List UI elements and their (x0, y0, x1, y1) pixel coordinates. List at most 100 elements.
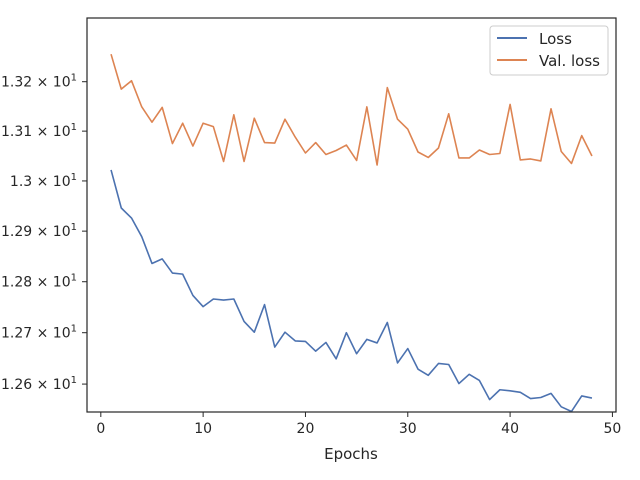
data-point-loss (468, 373, 470, 375)
data-point-val-loss (253, 117, 255, 119)
data-point-val-loss (222, 160, 224, 162)
data-point-loss (274, 346, 276, 348)
data-point-loss (417, 368, 419, 370)
data-point-loss (171, 272, 173, 274)
data-point-loss (407, 347, 409, 349)
data-point-val-loss (151, 121, 153, 123)
data-point-val-loss (181, 122, 183, 124)
data-point-val-loss (376, 164, 378, 166)
legend: Loss Val. loss (489, 25, 609, 76)
y-tick-label: 1.31 × 101 (1, 122, 77, 140)
data-point-loss (120, 207, 122, 209)
plot-lines (110, 53, 593, 413)
data-point-loss (325, 341, 327, 343)
data-point-val-loss (284, 118, 286, 120)
data-point-loss (509, 390, 511, 392)
data-point-val-loss (212, 125, 214, 127)
data-point-loss (355, 353, 357, 355)
y-tick-label: 1.32 × 101 (1, 73, 77, 91)
data-point-val-loss (570, 162, 572, 164)
data-point-loss (366, 338, 368, 340)
data-point-loss (488, 398, 490, 400)
data-point-val-loss (192, 145, 194, 147)
x-tick-label: 10 (194, 421, 212, 437)
data-point-loss (314, 350, 316, 352)
data-point-val-loss (529, 158, 531, 160)
data-point-val-loss (437, 147, 439, 149)
data-point-val-loss (304, 152, 306, 154)
data-point-val-loss (294, 136, 296, 138)
data-point-val-loss (407, 128, 409, 130)
data-point-loss (529, 397, 531, 399)
y-tick-label: 1.27 × 101 (1, 324, 77, 342)
data-point-loss (243, 320, 245, 322)
data-point-loss (427, 374, 429, 376)
data-point-val-loss (274, 142, 276, 144)
data-point-val-loss (202, 122, 204, 124)
series-line-loss (110, 169, 593, 413)
data-point-val-loss (335, 149, 337, 151)
data-point-val-loss (314, 141, 316, 143)
data-point-val-loss (243, 160, 245, 162)
data-point-loss (550, 392, 552, 394)
data-point-loss (499, 389, 501, 391)
x-tick-label: 0 (96, 421, 105, 437)
data-point-loss (110, 169, 112, 171)
data-point-val-loss (110, 53, 112, 55)
y-tick-label: 1.26 × 101 (1, 375, 77, 393)
data-point-val-loss (396, 118, 398, 120)
data-point-val-loss (263, 141, 265, 143)
data-point-loss (284, 331, 286, 333)
x-tick-label: 50 (604, 421, 622, 437)
data-point-loss (335, 358, 337, 360)
data-point-loss (212, 298, 214, 300)
data-point-val-loss (560, 150, 562, 152)
data-point-loss (581, 395, 583, 397)
x-axis: 0 10 20 30 40 50 (96, 412, 621, 437)
data-point-val-loss (488, 153, 490, 155)
data-point-val-loss (130, 80, 132, 82)
data-point-val-loss (355, 159, 357, 161)
data-point-val-loss (581, 134, 583, 136)
data-point-loss (181, 273, 183, 275)
data-point-loss (540, 396, 542, 398)
x-axis-label: Epochs (324, 445, 378, 463)
data-point-loss (263, 303, 265, 305)
data-point-loss (386, 321, 388, 323)
data-point-val-loss (141, 106, 143, 108)
y-axis: 1.26 × 101 1.27 × 101 1.28 × 101 1.29 × 101… (1, 73, 87, 393)
data-point-val-loss (550, 108, 552, 110)
data-point-loss (161, 258, 163, 260)
data-point-val-loss (366, 106, 368, 108)
data-point-val-loss (120, 88, 122, 90)
data-point-val-loss (345, 144, 347, 146)
data-point-loss (448, 363, 450, 365)
data-point-loss (253, 331, 255, 333)
data-point-loss (376, 342, 378, 344)
data-point-loss (458, 382, 460, 384)
series-line-val-loss (110, 53, 593, 166)
data-point-val-loss (519, 159, 521, 161)
plot-frame (86, 17, 617, 413)
data-point-loss (130, 217, 132, 219)
y-tick-label: 1.29 × 101 (1, 222, 77, 240)
legend-label-val-loss: Val. loss (539, 52, 600, 70)
data-point-val-loss (233, 114, 235, 116)
data-point-val-loss (540, 160, 542, 162)
data-point-loss (192, 294, 194, 296)
x-tick-label: 40 (501, 421, 519, 437)
data-point-val-loss (417, 151, 419, 153)
data-point-loss (294, 340, 296, 342)
data-point-val-loss (448, 113, 450, 115)
data-point-val-loss (161, 106, 163, 108)
data-point-loss (202, 305, 204, 307)
data-point-loss (345, 332, 347, 334)
data-point-loss (437, 362, 439, 364)
data-point-val-loss (468, 157, 470, 159)
data-point-val-loss (458, 157, 460, 159)
data-point-val-loss (509, 103, 511, 105)
data-point-loss (304, 340, 306, 342)
data-point-loss (233, 298, 235, 300)
data-point-val-loss (386, 86, 388, 88)
